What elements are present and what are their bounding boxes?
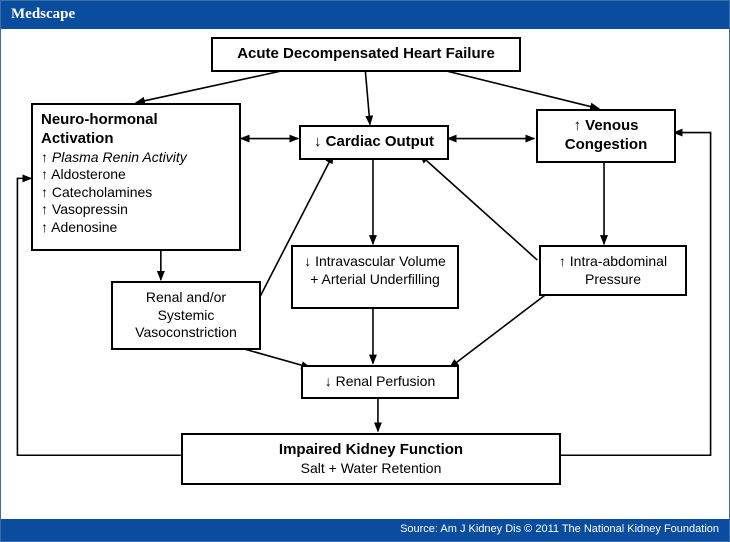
node-neuro: Neuro-hormonal Activation↑ Plasma Renin … bbox=[31, 103, 241, 251]
figure-frame: Medscape Acute Decompensated Heart Failu… bbox=[0, 0, 730, 542]
edge-adhf-venous bbox=[430, 67, 599, 109]
brand-bar: Medscape bbox=[1, 1, 729, 29]
node-title: Impaired Kidney Function bbox=[191, 441, 551, 460]
node-renal_perf: ↓ Renal Perfusion bbox=[301, 365, 459, 399]
node-title: ↓ Cardiac Output bbox=[309, 133, 439, 152]
diagram-canvas: Acute Decompensated Heart Failure Neuro-h… bbox=[1, 29, 729, 519]
node-cardiac: ↓ Cardiac Output bbox=[299, 125, 449, 160]
node-line: ↑ Plasma Renin Activity bbox=[41, 149, 231, 167]
node-title: Neuro-hormonal Activation bbox=[41, 111, 231, 149]
node-iap: ↑ Intra-abdominal Pressure bbox=[539, 245, 687, 296]
node-line: ↑ Vasopressin bbox=[41, 201, 231, 219]
node-venous: ↑ Venous Congestion bbox=[536, 109, 676, 163]
source-bar: Source: Am J Kidney Dis © 2011 The Natio… bbox=[1, 519, 729, 541]
edge-iap-renal_perf bbox=[450, 292, 550, 368]
edge-adhf-cardiac bbox=[365, 67, 370, 125]
node-line: ↑ Adenosine bbox=[41, 219, 231, 237]
node-subtitle: Salt + Water Retention bbox=[191, 460, 551, 478]
node-line: ↑ Aldosterone bbox=[41, 166, 231, 184]
node-vasoconstrict: Renal and/or Systemic Vasoconstriction bbox=[111, 281, 261, 350]
node-underfill: ↓ Intravascular Volume + Arterial Underf… bbox=[291, 245, 459, 309]
brand-text: Medscape bbox=[11, 6, 75, 22]
node-line: ↑ Catecholamines bbox=[41, 184, 231, 202]
source-text: Source: Am J Kidney Dis © 2011 The Natio… bbox=[400, 523, 719, 535]
node-title: Acute Decompensated Heart Failure bbox=[221, 45, 511, 64]
node-adhf: Acute Decompensated Heart Failure bbox=[211, 37, 521, 72]
node-kidney: Impaired Kidney FunctionSalt + Water Ret… bbox=[181, 433, 561, 485]
edge-adhf-neuro bbox=[136, 67, 300, 103]
node-title: ↑ Venous Congestion bbox=[546, 117, 666, 155]
